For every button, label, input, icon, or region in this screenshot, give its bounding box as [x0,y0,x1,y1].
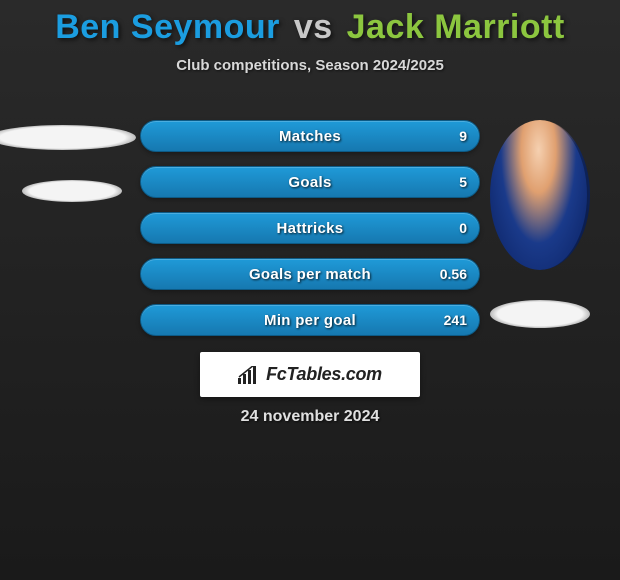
player2-avatar [490,120,590,270]
stat-value-right: 5 [459,174,467,190]
player1-shadow-1 [22,180,122,202]
stat-label: Goals [288,174,331,191]
player2-name: Jack Marriott [347,8,565,46]
stat-label: Hattricks [277,220,344,237]
brand-text: FcTables.com [266,364,382,385]
chart-icon [238,366,260,384]
stat-value-right: 0.56 [440,266,467,282]
brand-prefix: FcTables [266,364,341,384]
page-title: Ben Seymour vs Jack Marriott [0,0,620,47]
stat-row-minpergoal: Min per goal 241 [140,304,480,336]
subtitle: Club competitions, Season 2024/2025 [0,57,620,74]
vs-text: vs [294,8,333,46]
player1-name: Ben Seymour [55,8,280,46]
player1-avatar-placeholder [0,125,136,150]
brand-badge[interactable]: FcTables.com [200,352,420,397]
stat-label: Min per goal [264,312,356,329]
brand-suffix: .com [341,364,382,384]
stat-value-right: 241 [444,312,467,328]
date-text: 24 november 2024 [0,408,620,426]
stat-row-goalspermatch: Goals per match 0.56 [140,258,480,290]
stat-row-hattricks: Hattricks 0 [140,212,480,244]
stats-container: Matches 9 Goals 5 Hattricks 0 Goals per … [140,120,480,350]
stat-value-right: 9 [459,128,467,144]
stat-row-goals: Goals 5 [140,166,480,198]
stat-value-right: 0 [459,220,467,236]
stat-label: Matches [279,128,341,145]
stat-row-matches: Matches 9 [140,120,480,152]
player2-shadow [490,300,590,328]
stat-label: Goals per match [249,266,371,283]
